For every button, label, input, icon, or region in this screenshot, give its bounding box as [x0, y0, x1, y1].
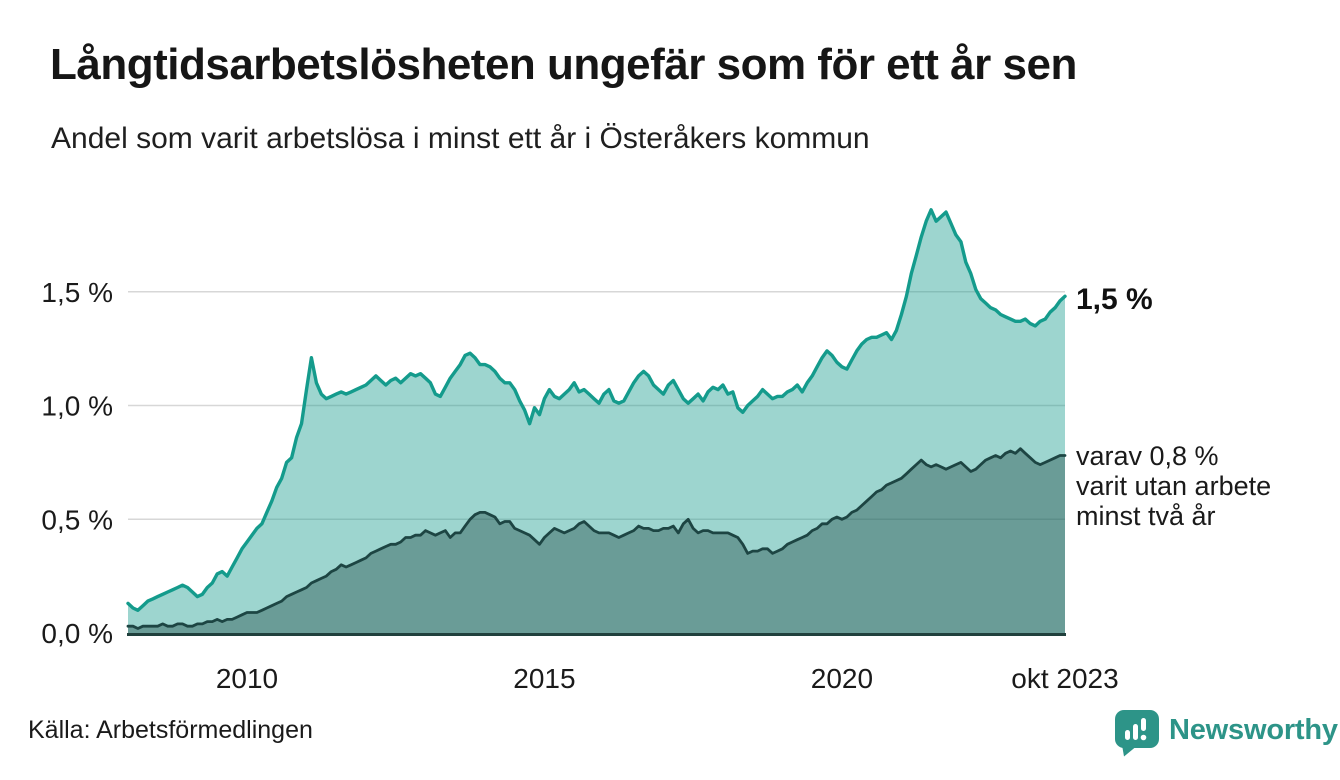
x-axis-tick-label: 2015 — [513, 663, 575, 694]
x-axis-tick-label: 2010 — [216, 663, 278, 694]
annotation-secondary-series: varav 0,8 % varit utan arbete minst två … — [1076, 441, 1271, 531]
annotation-secondary-line-1: varav 0,8 % — [1076, 441, 1219, 471]
y-axis-tick-label: 1,5 % — [41, 277, 113, 308]
source-label: Källa: Arbetsförmedlingen — [28, 716, 313, 744]
newsworthy-logo: Newsworthy — [1114, 709, 1338, 757]
y-axis-tick-label: 0,5 % — [41, 504, 113, 535]
y-axis-tick-label: 1,0 % — [41, 391, 113, 422]
x-axis-tick-label: 2020 — [811, 663, 873, 694]
annotation-secondary-line-2: varit utan arbete — [1076, 471, 1272, 501]
series-line — [126, 447, 1067, 630]
page-title: Långtidsarbetslösheten ungefär som för e… — [50, 40, 1077, 89]
newsworthy-icon — [1115, 710, 1159, 757]
annotation-secondary-line-3: minst två år — [1076, 501, 1216, 531]
page-subtitle: Andel som varit arbetslösa i minst ett å… — [51, 122, 870, 155]
area-fill — [128, 209, 1065, 634]
series-line — [126, 208, 1067, 612]
area-fill — [128, 448, 1065, 633]
x-axis-tick-label: okt 2023 — [1011, 663, 1118, 694]
newsworthy-wordmark: Newsworthy — [1169, 714, 1338, 746]
y-axis-tick-label: 0,0 % — [41, 618, 113, 649]
annotation-latest-value: 1,5 % — [1076, 283, 1153, 316]
